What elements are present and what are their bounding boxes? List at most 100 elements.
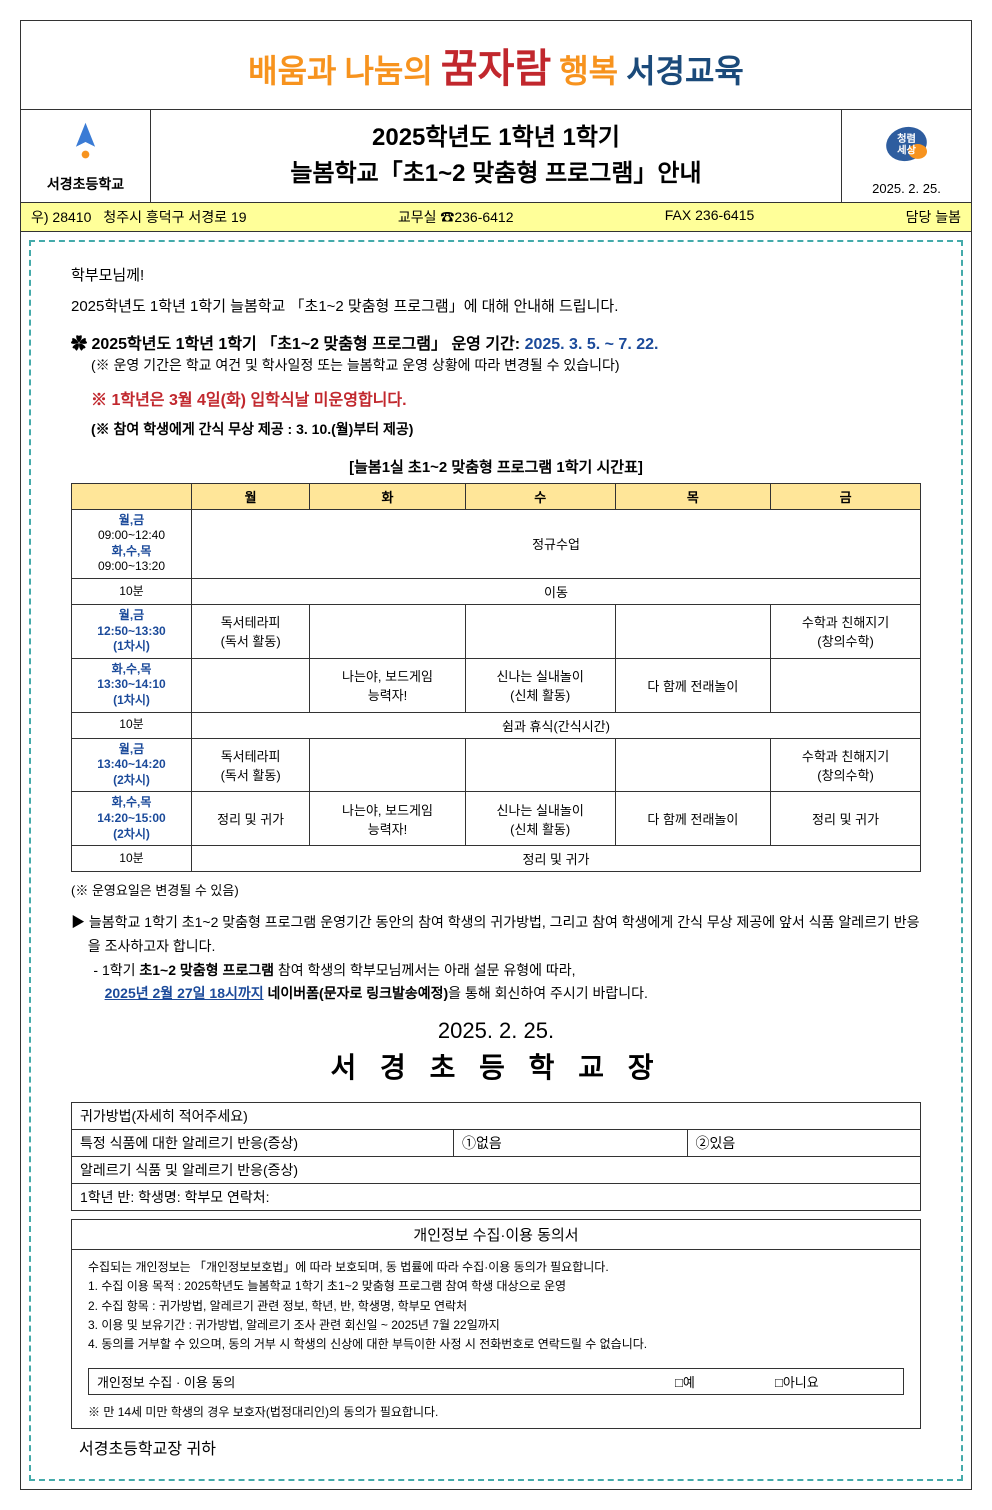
p1a-tue <box>310 604 465 658</box>
svg-text:청렴: 청렴 <box>897 132 916 145</box>
consent-body: 수집되는 개인정보는 「개인정보보호법」에 따라 보호되며, 동 법률에 따라 … <box>72 1250 920 1362</box>
row-move: 10분 이동 <box>72 578 921 604</box>
th-wed: 수 <box>465 483 615 509</box>
header-date: 2025. 2. 25. <box>846 181 967 196</box>
p2b-tue: 나는야, 보드게임 능력자! <box>310 792 465 846</box>
school-logo-icon <box>25 118 146 166</box>
survey-table: 귀가방법(자세히 적어주세요) 특정 식품에 대한 알레르기 반응(증상) ①없… <box>71 1102 921 1211</box>
row-end: 10분 정리 및 귀가 <box>72 846 921 872</box>
consent-no: □아니요 <box>775 1372 895 1391</box>
p1a-wed <box>465 604 615 658</box>
arrow-p1: ▶ 늘봄학교 1학기 초1~2 맞춤형 프로그램 운영기간 동안의 참여 학생의… <box>71 911 921 959</box>
header-row: 서경초등학교 2025학년도 1학년 1학기 늘봄학교「초1~2 맞춤형 프로그… <box>21 110 971 203</box>
p1a-thu <box>615 604 770 658</box>
time-10a: 10분 <box>72 578 192 604</box>
banner-text-3: 행복 <box>551 53 618 89</box>
timetable-title: [늘봄1실 초1~2 맞춤형 프로그램 1학기 시간표] <box>71 456 921 477</box>
svg-text:세상: 세상 <box>897 143 916 156</box>
cell-regular: 정규수업 <box>192 509 921 578</box>
contact-office: 교무실 ☎236-6412 <box>398 207 514 227</box>
period-note1: (※ 운영 기간은 학교 여건 및 학사일정 또는 늘봄학교 운영 상황에 따라… <box>71 354 921 378</box>
survey-r2: 특정 식품에 대한 알레르기 반응(증상) <box>72 1130 454 1157</box>
p2a-wed <box>465 738 615 792</box>
consent-check-label: 개인정보 수집 · 이용 동의 <box>97 1372 675 1391</box>
cell-break: 쉼과 휴식(간식시간) <box>192 712 921 738</box>
survey-r2a: ①없음 <box>454 1130 687 1157</box>
consent-b0: 수집되는 개인정보는 「개인정보보호법」에 따라 보호되며, 동 법률에 따라 … <box>88 1258 904 1277</box>
contact-addr: 청주시 흥덕구 서경로 19 <box>103 207 246 227</box>
consent-check-row: 개인정보 수집 · 이용 동의 □예 □아니요 <box>88 1368 904 1395</box>
content-area: 학부모님께! 2025학년도 1학년 1학기 늘봄학교 「초1~2 맞춤형 프로… <box>29 240 963 1481</box>
time-p1a: 월,금 12:50~13:30 (1차시) <box>72 604 192 658</box>
th-tue: 화 <box>310 483 465 509</box>
time-regular: 월,금 09:00~12:40 화,수,목 09:00~13:20 <box>72 509 192 578</box>
sig-name: 서 경 초 등 학 교 장 <box>71 1046 921 1086</box>
stamp-icon: 청렴세상 <box>846 116 967 172</box>
survey-r3: 알레르기 식품 및 알레르기 반응(증상) <box>72 1157 921 1184</box>
arrow-p3: 2025년 2월 27일 18시까지 네이버폼(문자로 링크발송예정)을 통해 … <box>71 982 921 1006</box>
period-range: 2025. 3. 5. ~ 7. 22. <box>525 336 659 353</box>
p2a-thu <box>615 738 770 792</box>
th-fri: 금 <box>771 483 921 509</box>
intro-l1: 학부모님께! <box>71 262 921 289</box>
banner-text-1: 배움과 나눔의 <box>248 53 441 89</box>
p2b-mon: 정리 및 귀가 <box>192 792 310 846</box>
timetable-after: (※ 운영요일은 변경될 수 있음) <box>71 880 921 899</box>
time-10b: 10분 <box>72 712 192 738</box>
contact-zip: 우) 28410 <box>31 207 91 227</box>
cell-move: 이동 <box>192 578 921 604</box>
cell-end: 정리 및 귀가 <box>192 846 921 872</box>
title-cell: 2025학년도 1학년 1학기 늘봄학교「초1~2 맞춤형 프로그램」안내 <box>151 110 841 202</box>
row-break: 10분 쉼과 휴식(간식시간) <box>72 712 921 738</box>
sig-date: 2025. 2. 25. <box>71 1018 921 1044</box>
p1b-wed: 신나는 실내놀이 (신체 활동) <box>465 658 615 712</box>
period-prefix: ✿ 2025학년도 1학년 1학기 「초1~2 맞춤형 프로그램」 운영 기간: <box>71 336 525 353</box>
p2a-fri: 수학과 친해지기 (창의수학) <box>771 738 921 792</box>
th-blank <box>72 483 192 509</box>
intro-l2: 2025학년도 1학년 1학기 늘봄학교 「초1~2 맞춤형 프로그램」에 대해… <box>71 293 921 320</box>
arrow-p2: - 1학기 초1~2 맞춤형 프로그램 참여 학생의 학부모님께서는 아래 설문… <box>71 959 921 983</box>
row-p1b: 화,수,목 13:30~14:10 (1차시) 나는야, 보드게임 능력자! 신… <box>72 658 921 712</box>
consent-foot: ※ 만 14세 미만 학생의 경우 보호자(법정대리인)의 동의가 필요합니다. <box>72 1401 920 1428</box>
p1b-fri <box>771 658 921 712</box>
to-line: 서경초등학교장 귀하 <box>79 1435 921 1459</box>
consent-yes: □예 <box>675 1372 775 1391</box>
p1a-mon: 독서테라피 (독서 활동) <box>192 604 310 658</box>
contact-dept: 담당 늘봄 <box>906 207 961 227</box>
banner: 배움과 나눔의 꿈자람 행복 서경교육 <box>21 21 971 110</box>
p2b-fri: 정리 및 귀가 <box>771 792 921 846</box>
contact-fax: FAX 236-6415 <box>665 207 755 227</box>
stamp-cell: 청렴세상 2025. 2. 25. <box>841 110 971 202</box>
period-line: ✿ 2025학년도 1학년 1학기 「초1~2 맞춤형 프로그램」 운영 기간:… <box>71 330 921 354</box>
banner-text-2: 꿈자람 <box>441 46 551 91</box>
p2a-tue <box>310 738 465 792</box>
time-p2b: 화,수,목 14:20~15:00 (2차시) <box>72 792 192 846</box>
banner-text-4: 서경교육 <box>618 53 744 89</box>
period-red: ※ 1학년은 3월 4일(화) 입학식날 미운영합니다. <box>91 386 921 410</box>
p2a-mon: 독서테라피 (독서 활동) <box>192 738 310 792</box>
row-p2b: 화,수,목 14:20~15:00 (2차시) 정리 및 귀가 나는야, 보드게… <box>72 792 921 846</box>
arrow-block: ▶ 늘봄학교 1학기 초1~2 맞춤형 프로그램 운영기간 동안의 참여 학생의… <box>71 911 921 1006</box>
consent-box: 개인정보 수집·이용 동의서 수집되는 개인정보는 「개인정보보호법」에 따라 … <box>71 1219 921 1429</box>
title-line-2: 늘봄학교「초1~2 맞춤형 프로그램」안내 <box>161 156 831 192</box>
consent-b3: 3. 이용 및 보유기간 : 귀가방법, 알레르기 조사 관련 회신일 ~ 20… <box>88 1316 904 1335</box>
consent-b1: 1. 수집 이용 목적 : 2025학년도 늘봄학교 1학기 초1~2 맞춤형 … <box>88 1277 904 1296</box>
p1b-mon <box>192 658 310 712</box>
survey-r2b: ②있음 <box>687 1130 920 1157</box>
time-p2a: 월,금 13:40~14:20 (2차시) <box>72 738 192 792</box>
timetable: 월 화 수 목 금 월,금 09:00~12:40 화,수,목 09:00~13… <box>71 483 921 873</box>
p1b-tue: 나는야, 보드게임 능력자! <box>310 658 465 712</box>
logo-cell: 서경초등학교 <box>21 110 151 202</box>
consent-b2: 2. 수집 항목 : 귀가방법, 알레르기 관련 정보, 학년, 반, 학생명,… <box>88 1297 904 1316</box>
consent-title: 개인정보 수집·이용 동의서 <box>72 1220 920 1250</box>
row-regular: 월,금 09:00~12:40 화,수,목 09:00~13:20 정규수업 <box>72 509 921 578</box>
th-thu: 목 <box>615 483 770 509</box>
consent-b4: 4. 동의를 거부할 수 있으며, 동의 거부 시 학생의 신상에 대한 부득이… <box>88 1335 904 1354</box>
p1b-thu: 다 함께 전래놀이 <box>615 658 770 712</box>
school-name: 서경초등학교 <box>25 174 146 194</box>
p2b-wed: 신나는 실내놀이 (신체 활동) <box>465 792 615 846</box>
survey-r4: 1학년 반: 학생명: 학부모 연락처: <box>72 1184 921 1211</box>
contact-bar: 우) 28410 청주시 흥덕구 서경로 19 교무실 ☎236-6412 FA… <box>21 203 971 232</box>
row-p1a: 월,금 12:50~13:30 (1차시) 독서테라피 (독서 활동) 수학과 … <box>72 604 921 658</box>
title-line-1: 2025학년도 1학년 1학기 <box>161 120 831 156</box>
